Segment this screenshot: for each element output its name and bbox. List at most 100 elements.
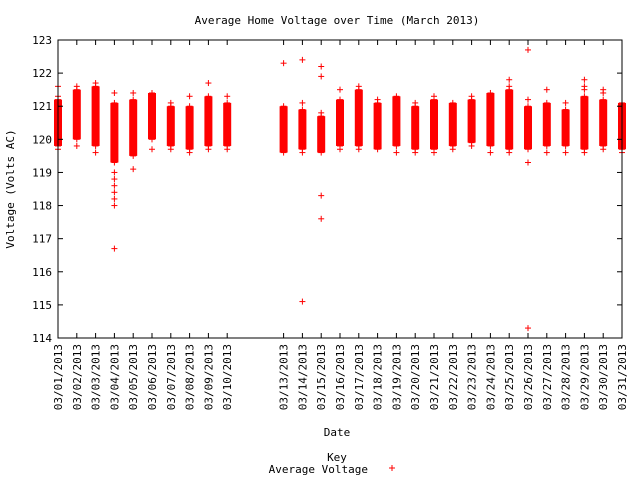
x-tick-label: 03/18/2013 [372, 344, 385, 410]
data-point [393, 93, 400, 100]
x-tick-label: 03/07/2013 [165, 344, 178, 410]
data-band [599, 99, 608, 146]
data-point [205, 146, 212, 153]
x-tick-label: 03/01/2013 [52, 344, 65, 410]
data-point [130, 96, 137, 103]
x-tick-label: 03/28/2013 [560, 344, 573, 410]
legend-plus-marker [389, 465, 395, 471]
chart-title: Average Home Voltage over Time (March 20… [195, 14, 480, 27]
data-point [318, 215, 325, 222]
data-band [486, 92, 495, 146]
data-band [561, 109, 570, 146]
y-axis-label: Voltage (Volts AC) [4, 129, 17, 248]
x-tick-label: 03/29/2013 [578, 344, 591, 410]
data-point [412, 149, 419, 156]
x-tick-label: 03/30/2013 [597, 344, 610, 410]
data-band [279, 106, 288, 153]
data-point [374, 146, 381, 153]
x-tick-label: 03/06/2013 [146, 344, 159, 410]
data-point [600, 89, 607, 96]
x-tick-label: 03/09/2013 [202, 344, 215, 410]
data-point [299, 149, 306, 156]
data-band [72, 89, 81, 140]
data-band [185, 106, 194, 150]
x-tick-label: 03/10/2013 [221, 344, 234, 410]
data-point [487, 142, 494, 149]
x-tick-label: 03/17/2013 [353, 344, 366, 410]
data-band [392, 96, 401, 146]
y-tick-label: 116 [32, 266, 52, 279]
data-point [130, 89, 137, 96]
x-tick-label: 03/03/2013 [90, 344, 103, 410]
data-point [393, 142, 400, 149]
data-point [318, 109, 325, 116]
data-point [299, 106, 306, 113]
x-tick-label: 03/14/2013 [296, 344, 309, 410]
data-band [148, 92, 156, 140]
data-point [205, 80, 212, 87]
data-point [487, 149, 494, 156]
data-point [374, 96, 381, 103]
y-tick-label: 120 [32, 133, 52, 146]
data-point [111, 176, 118, 183]
data-band [110, 102, 119, 163]
x-tick-label: 03/05/2013 [127, 344, 140, 410]
legend: Key Average Voltage [269, 451, 395, 476]
data-point [468, 142, 475, 149]
data-point [167, 99, 174, 106]
x-tick-label: 03/16/2013 [334, 344, 347, 410]
x-tick-label: 03/02/2013 [71, 344, 84, 410]
data-point [600, 146, 607, 153]
data-point [487, 89, 494, 96]
data-point [562, 149, 569, 156]
x-tick-label: 03/13/2013 [278, 344, 291, 410]
data-band [524, 106, 532, 150]
data-point [525, 46, 531, 53]
data-point [412, 99, 419, 106]
x-tick-label: 03/08/2013 [184, 344, 197, 410]
data-point [280, 149, 287, 156]
data-point [543, 99, 550, 106]
data-point [111, 189, 118, 196]
x-tick-label: 03/22/2013 [447, 344, 460, 410]
data-point [562, 99, 569, 106]
plot-area [54, 46, 626, 332]
data-point [111, 159, 118, 166]
data-band [317, 116, 326, 153]
y-axis: 114 115 116 117 118 119 120 121 122 123 [32, 34, 622, 345]
data-point [355, 83, 362, 90]
data-point [111, 182, 118, 189]
data-point [562, 142, 569, 149]
data-point [186, 103, 193, 110]
data-point [431, 93, 437, 100]
data-point [167, 146, 174, 153]
data-point [318, 149, 325, 156]
data-band [505, 89, 514, 150]
data-point [525, 159, 531, 166]
data-point [543, 142, 550, 149]
data-band [411, 106, 420, 150]
data-point [393, 149, 400, 156]
x-tick-label: 03/15/2013 [315, 344, 328, 410]
data-point [73, 83, 80, 90]
data-point [525, 103, 531, 110]
x-tick-label: 03/26/2013 [522, 344, 535, 410]
data-point [111, 169, 118, 176]
data-point [111, 202, 118, 209]
data-point [92, 142, 99, 149]
data-point [280, 60, 287, 67]
data-point [581, 93, 588, 100]
data-point [337, 96, 343, 103]
x-axis-label: Date [324, 426, 351, 439]
legend-entry-label: Average Voltage [269, 463, 368, 476]
data-band [204, 96, 213, 146]
data-point [73, 136, 80, 143]
data-point [318, 73, 325, 80]
data-band [298, 109, 307, 150]
legend-title: Key [327, 451, 347, 464]
data-point [111, 195, 118, 202]
data-point [224, 146, 231, 153]
x-tick-label: 03/21/2013 [428, 344, 441, 410]
data-point [543, 149, 550, 156]
data-point [543, 86, 550, 93]
